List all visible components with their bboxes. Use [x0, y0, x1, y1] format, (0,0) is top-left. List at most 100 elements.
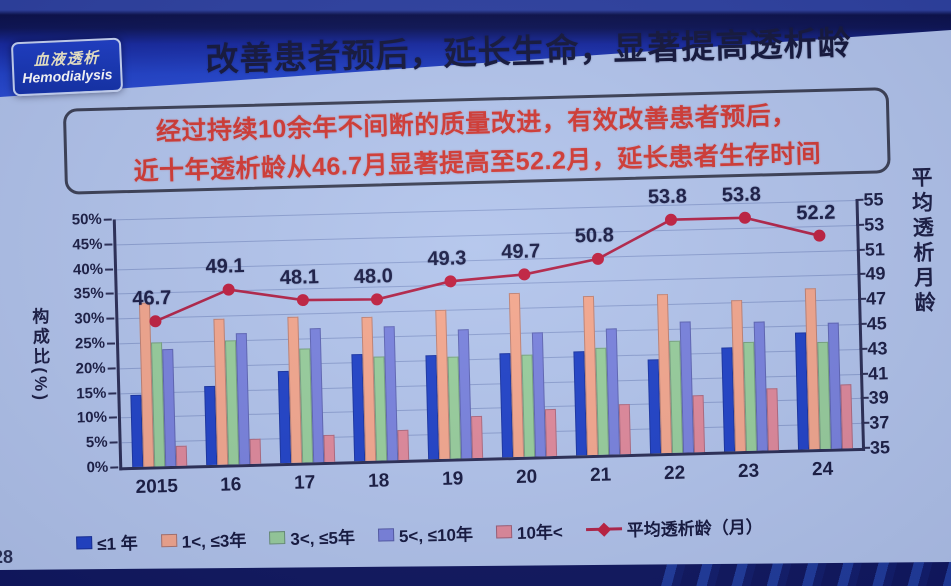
left-axis-tick: [109, 441, 118, 444]
left-axis-tick-label: 25%: [74, 334, 106, 353]
x-axis-label: 20: [515, 466, 538, 488]
legend-swatch: [495, 525, 513, 539]
right-axis-tick-label: 35: [869, 437, 891, 458]
line-data-label: 53.8: [647, 185, 688, 209]
left-axis-tick-label: 40%: [72, 260, 104, 279]
legend-item: 5<, ≤10年: [377, 520, 474, 547]
left-axis-tick-label: 15%: [76, 384, 107, 403]
line-data-label: 46.7: [132, 286, 172, 310]
left-axis-tick-label: 30%: [74, 309, 105, 328]
left-axis-tick-label: 5%: [85, 433, 108, 452]
slide-title: 改善患者预后，延长生命，显著提高透析龄: [205, 24, 852, 78]
line-data-label: 52.2: [796, 201, 836, 225]
left-axis-tick-label: 0%: [86, 458, 109, 477]
right-axis-tick-label: 47: [865, 288, 887, 309]
legend-label: ≤1 年: [97, 533, 139, 554]
legend-swatch: [269, 531, 286, 545]
right-axis-tick-label: 51: [864, 238, 886, 260]
left-axis-title: 构成比(%): [29, 307, 51, 404]
line-data-label: 53.8: [721, 183, 762, 207]
legend-label: 1<, ≤3年: [181, 531, 247, 552]
line-marker: [664, 213, 677, 226]
legend-diamond-icon: [596, 522, 611, 537]
right-axis-tick-label: 41: [867, 362, 889, 384]
legend-item: 10年<: [495, 518, 563, 545]
x-axis-label: 24: [811, 458, 834, 481]
line-marker: [738, 211, 751, 224]
chart-legend: ≤1 年 1<, ≤3年 3<, ≤5年 5<, ≤10年 10年< 平均透析龄（月）: [76, 513, 763, 556]
right-axis-tick: [861, 421, 870, 425]
left-axis-tick: [110, 466, 119, 469]
legend-swatch: [377, 528, 395, 542]
right-axis-tick-label: 45: [866, 313, 888, 334]
legend-line-marker-icon: [585, 522, 622, 537]
x-axis-label: 16: [219, 474, 242, 496]
legend-item: 1<, ≤3年: [160, 526, 247, 553]
line-data-label: 49.7: [500, 239, 541, 264]
left-axis-tick: [104, 243, 113, 246]
legend-swatch: [76, 536, 93, 550]
line-data-label: 49.3: [427, 246, 467, 270]
right-axis-tick: [858, 297, 867, 301]
left-axis-tick: [107, 367, 116, 370]
legend-label: 平均透析龄（月）: [626, 517, 763, 541]
page-number: 28: [0, 547, 14, 567]
x-axis-label: 22: [663, 462, 686, 485]
left-axis-tick-label: 50%: [71, 210, 102, 229]
left-axis-tick: [105, 292, 114, 296]
right-axis-tick-label: 39: [868, 387, 889, 409]
left-axis-tick-label: 35%: [73, 285, 104, 303]
plot-area: [112, 199, 866, 471]
left-axis-tick-label: 45%: [72, 235, 103, 254]
dialysis-age-chart: 构成比(%) 平均透析月龄 ≤1 年 1<, ≤3年 3<, ≤5年 5<, ≤10年…: [0, 0, 943, 554]
x-axis-label: 23: [737, 460, 760, 483]
x-axis-label: 21: [589, 464, 612, 487]
right-axis-tick: [856, 248, 865, 251]
line-marker: [370, 293, 383, 306]
line-data-label: 49.1: [205, 255, 245, 279]
average-dialysis-age-line: [149, 211, 826, 328]
x-axis-label: 19: [441, 468, 464, 490]
right-axis-tick-label: 49: [865, 263, 886, 285]
right-axis-tick: [857, 273, 866, 276]
legend-item: 3<, ≤5年: [269, 523, 355, 550]
highlight-box: 经过持续10余年不间断的质量改进，有效改善患者预后， 近十年透析龄从46.7月显…: [62, 87, 891, 195]
left-axis-tick: [105, 268, 114, 271]
left-axis-tick: [106, 342, 116, 345]
line-data-label: 48.1: [279, 265, 320, 289]
right-axis-tick: [860, 397, 869, 400]
legend-swatch: [160, 533, 177, 548]
right-axis-tick-label: 37: [869, 412, 890, 433]
line-marker: [222, 283, 235, 296]
right-axis-tick: [855, 198, 864, 202]
line-data-label: 50.8: [574, 224, 615, 248]
left-axis-tick-label: 20%: [75, 359, 106, 378]
legend-label: 3<, ≤5年: [290, 528, 356, 549]
legend-item: 平均透析龄（月）: [585, 513, 763, 543]
right-axis-tick-label: 53: [863, 214, 885, 235]
legend-label: 5<, ≤10年: [398, 525, 474, 547]
left-axis-tick: [106, 317, 115, 320]
line-marker: [813, 229, 826, 242]
right-axis-tick-label: 43: [867, 338, 888, 359]
legend-item: ≤1 年: [76, 529, 138, 556]
x-axis-label: 17: [293, 472, 316, 494]
right-axis-title: 平均透析月龄: [908, 166, 936, 317]
right-axis-tick: [856, 223, 865, 226]
left-axis-tick: [103, 218, 112, 221]
left-axis-tick-label: 10%: [76, 409, 108, 427]
right-axis-tick: [859, 347, 868, 350]
x-axis-label: 2015: [135, 475, 179, 498]
line-marker: [149, 315, 162, 328]
line-marker: [296, 294, 309, 307]
line-marker: [518, 268, 531, 281]
left-axis-tick: [108, 392, 117, 395]
right-axis-tick-label: 55: [863, 189, 884, 210]
screen-glare-streaks: [651, 562, 951, 586]
right-axis-tick: [858, 322, 867, 325]
line-data-label: 48.0: [353, 264, 394, 288]
line-marker: [591, 252, 604, 265]
right-axis-tick: [861, 446, 871, 449]
